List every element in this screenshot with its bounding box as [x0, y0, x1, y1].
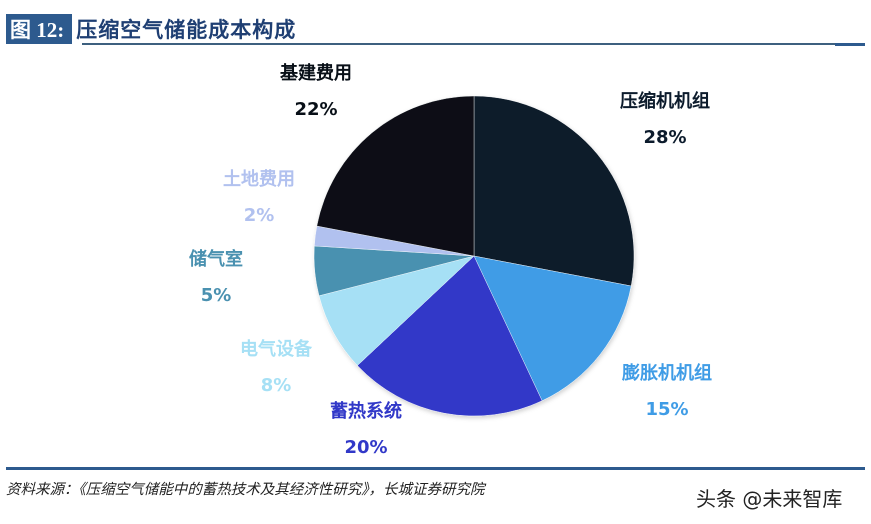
label-expander: 膨胀机机组 15%	[602, 356, 732, 428]
footer-divider	[6, 467, 865, 470]
label-pct: 8%	[260, 375, 292, 396]
pie-slice	[357, 255, 543, 417]
source-note: 资料来源：《压缩空气储能中的蓄热技术及其经济性研究》，长城证券研究院	[6, 482, 485, 498]
watermark: 头条 @未来智库	[696, 487, 843, 511]
label-land: 土地费用 2%	[204, 162, 314, 234]
header-divider	[82, 43, 835, 45]
label-gas-storage: 储气室 5%	[166, 242, 266, 314]
label-pct: 20%	[344, 437, 388, 458]
label-electrical: 电气设备 8%	[216, 332, 336, 404]
pie-slices	[313, 95, 635, 417]
label-name: 土地费用	[223, 169, 295, 190]
figure-header: 图 12: 压缩空气储能成本构成	[6, 14, 296, 44]
pie-slice	[473, 95, 635, 287]
figure-tag: 图 12:	[6, 14, 73, 44]
label-name: 压缩机机组	[620, 91, 710, 112]
label-name: 储气室	[189, 249, 243, 270]
label-infrastructure: 基建费用 22%	[256, 56, 376, 128]
label-pct: 15%	[645, 399, 689, 420]
label-name: 电气设备	[240, 339, 312, 360]
label-pct: 2%	[243, 205, 275, 226]
label-name: 膨胀机机组	[622, 363, 712, 384]
label-name: 基建费用	[280, 63, 352, 84]
pie-slice	[473, 255, 632, 402]
label-pct: 5%	[200, 285, 232, 306]
label-compressor: 压缩机机组 28%	[600, 84, 730, 156]
label-heat-storage: 蓄热系统 20%	[306, 394, 426, 466]
figure-title: 压缩空气储能成本构成	[76, 18, 297, 42]
header-divider-accent	[835, 43, 865, 46]
label-pct: 22%	[294, 99, 338, 120]
pie-slice	[316, 95, 475, 257]
label-pct: 28%	[643, 127, 687, 148]
label-name: 蓄热系统	[330, 401, 402, 422]
